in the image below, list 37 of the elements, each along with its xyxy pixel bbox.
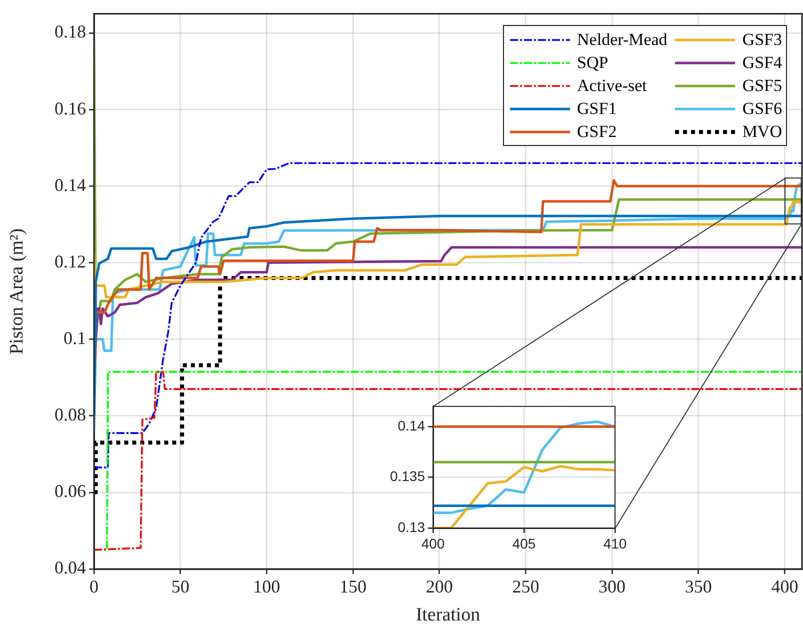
y-tick-label: 0.12 xyxy=(54,251,86,272)
legend-label: GSF1 xyxy=(577,98,617,120)
x-axis-title: Iteration xyxy=(416,604,481,626)
y-tick-label: 0.18 xyxy=(54,22,86,42)
legend-label: Active-set xyxy=(577,75,647,97)
x-tick-label: 400 xyxy=(421,535,445,552)
legend-label: GSF4 xyxy=(742,52,782,74)
x-tick-label: 0 xyxy=(90,576,98,597)
x-tick-label: 410 xyxy=(603,535,627,552)
legend-label: GSF2 xyxy=(577,121,617,143)
y-tick-label: 0.06 xyxy=(54,481,86,502)
y-tick-label: 0.1 xyxy=(64,328,86,348)
y-tick-label: 0.14 xyxy=(54,174,86,195)
y-tick-label: 0.13 xyxy=(398,518,426,535)
x-tick-label: 100 xyxy=(253,576,280,597)
line-series xyxy=(94,276,802,494)
x-tick-label: 405 xyxy=(512,535,536,552)
x-tick-label: 350 xyxy=(684,576,712,597)
legend-label: Nelder-Mead xyxy=(577,29,668,51)
x-tick-label: 200 xyxy=(426,576,453,597)
x-tick-label: 250 xyxy=(512,576,540,597)
line-series xyxy=(94,162,802,468)
x-tick-label: 300 xyxy=(598,576,626,597)
x-tick-label: 50 xyxy=(171,576,190,597)
y-tick-label: 0.135 xyxy=(390,468,426,484)
y-tick-label: 0.04 xyxy=(54,558,86,578)
legend-label: GSF3 xyxy=(742,29,782,51)
legend-label: GSF6 xyxy=(742,98,782,120)
y-axis-title: Piston Area (m²) xyxy=(6,228,28,354)
y-tick-label: 0.16 xyxy=(54,98,86,118)
legend-label: MVO xyxy=(742,121,782,143)
legend-label: GSF5 xyxy=(742,75,782,97)
y-tick-label: 0.08 xyxy=(54,404,86,425)
y-tick-label: 0.14 xyxy=(398,418,426,434)
x-tick-label: 400 xyxy=(771,576,798,597)
legend-label: SQP xyxy=(577,52,608,74)
x-tick-label: 150 xyxy=(340,576,367,597)
